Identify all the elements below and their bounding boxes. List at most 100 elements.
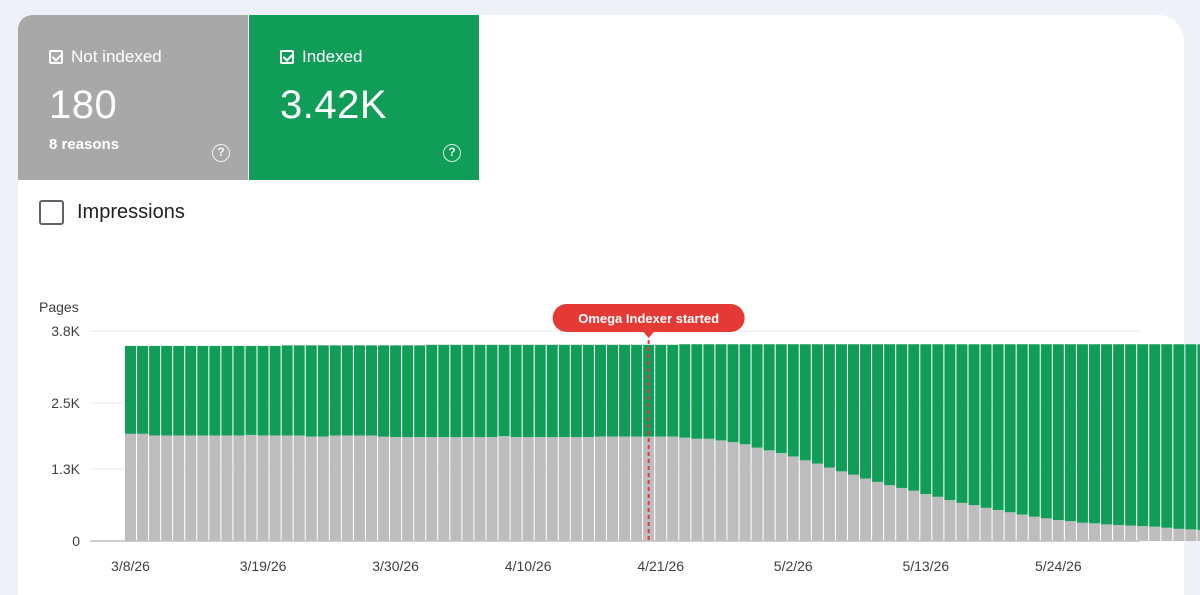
bar-indexed [269, 345, 281, 436]
bar-indexed [125, 345, 136, 434]
bar-not-indexed [570, 437, 582, 541]
impressions-toggle[interactable]: Impressions [39, 200, 185, 225]
bar-not-indexed [980, 507, 992, 541]
bar-indexed [522, 344, 534, 438]
bar-indexed [281, 345, 293, 436]
bar-indexed [823, 344, 835, 468]
bar-indexed [558, 344, 570, 438]
bar-indexed [149, 345, 161, 436]
bar-not-indexed [992, 510, 1004, 541]
bar-indexed [607, 344, 618, 437]
x-tick-label: 5/24/26 [1035, 558, 1082, 574]
x-tick-label: 3/30/26 [372, 558, 419, 574]
bar-indexed [173, 345, 185, 436]
bar-indexed [426, 344, 438, 438]
indexed-card[interactable]: Indexed 3.42K ? [249, 15, 479, 180]
bar-not-indexed [558, 437, 570, 541]
x-tick-label: 5/13/26 [902, 558, 949, 574]
bar-not-indexed [1089, 523, 1100, 541]
bar-not-indexed [1076, 522, 1088, 541]
bar-not-indexed [173, 435, 185, 541]
bar-indexed [450, 344, 462, 438]
bar-not-indexed [149, 435, 161, 541]
bar-not-indexed [546, 437, 558, 541]
bar-indexed [233, 345, 245, 436]
bar-indexed [185, 345, 197, 436]
bar-not-indexed [956, 502, 968, 541]
bar-not-indexed [414, 437, 426, 541]
bar-not-indexed [884, 485, 896, 541]
indexed-toggle[interactable]: Indexed [280, 47, 363, 67]
bar-not-indexed [727, 442, 739, 541]
bar-not-indexed [1004, 512, 1016, 541]
chart-bars [125, 344, 1200, 541]
bar-indexed [944, 344, 956, 501]
bar-indexed [884, 344, 896, 486]
bar-not-indexed [390, 437, 402, 541]
bar-not-indexed [715, 440, 727, 541]
indexed-value: 3.42K [280, 83, 388, 127]
bar-indexed [245, 345, 257, 435]
bar-indexed [197, 345, 209, 436]
bar-not-indexed [1125, 525, 1137, 541]
bar-indexed [667, 344, 679, 437]
bar-indexed [534, 344, 546, 438]
bar-indexed [257, 345, 269, 436]
bar-indexed [390, 345, 402, 438]
bar-indexed [1185, 344, 1197, 530]
bar-not-indexed [305, 436, 317, 541]
bar-not-indexed [1185, 529, 1197, 541]
bar-not-indexed [522, 437, 534, 541]
bar-not-indexed [1028, 516, 1040, 541]
bar-not-indexed [872, 481, 884, 541]
bar-not-indexed [329, 435, 341, 541]
y-axis: Pages 0 1.3K 2.5K 3.8K [39, 299, 81, 549]
not-indexed-toggle[interactable]: Not indexed [49, 47, 162, 67]
checkbox-unchecked-icon[interactable] [39, 200, 64, 225]
bar-indexed [1161, 344, 1173, 528]
bar-not-indexed [860, 478, 872, 541]
bar-not-indexed [438, 437, 450, 541]
bar-not-indexed [679, 437, 691, 541]
bar-indexed [1064, 344, 1076, 522]
bar-indexed [1052, 344, 1064, 520]
bar-not-indexed [233, 435, 245, 541]
bar-indexed [619, 344, 631, 437]
bar-indexed [366, 345, 377, 436]
bar-indexed [703, 344, 715, 439]
bar-not-indexed [1161, 527, 1173, 541]
bar-not-indexed [426, 437, 438, 541]
bar-indexed [872, 344, 884, 482]
bar-indexed [920, 344, 932, 495]
bar-not-indexed [787, 456, 799, 541]
help-icon[interactable]: ? [212, 144, 230, 162]
bar-indexed [763, 344, 775, 451]
bar-indexed [835, 344, 847, 472]
bar-not-indexed [317, 436, 329, 541]
x-tick-label: 4/21/26 [637, 558, 684, 574]
bar-not-indexed [775, 453, 787, 541]
bar-not-indexed [607, 436, 618, 541]
bar-indexed [378, 345, 390, 437]
bar-indexed [293, 345, 305, 436]
bar-not-indexed [1064, 521, 1076, 541]
bar-indexed [1149, 344, 1161, 527]
bar-not-indexed [486, 437, 498, 541]
bar-indexed [1028, 344, 1040, 517]
bar-not-indexed [462, 437, 474, 541]
bar-not-indexed [751, 447, 763, 541]
impressions-label: Impressions [77, 201, 185, 223]
checkbox-checked-icon[interactable] [280, 50, 294, 64]
bar-indexed [317, 345, 329, 437]
bar-not-indexed [619, 436, 631, 541]
not-indexed-card[interactable]: Not indexed 180 8 reasons ? [18, 15, 248, 180]
bar-indexed [1101, 344, 1113, 525]
checkbox-checked-icon[interactable] [49, 50, 63, 64]
bar-indexed [137, 345, 149, 434]
bar-indexed [1089, 344, 1100, 524]
x-tick-label: 4/10/26 [505, 558, 552, 574]
help-icon[interactable]: ? [443, 144, 461, 162]
bar-indexed [799, 344, 811, 461]
bar-indexed [1137, 344, 1149, 527]
y-tick-label: 2.5K [51, 395, 80, 411]
